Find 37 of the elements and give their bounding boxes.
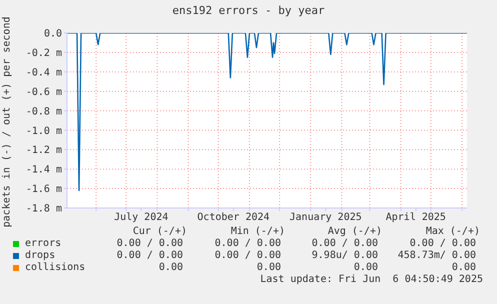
text: 0.00 (158, 262, 183, 273)
y-tick-label: -1.6 m (26, 184, 62, 196)
text: 0.00 / 0.00 (312, 238, 378, 249)
y-tick-label: -1.8 m (26, 204, 62, 215)
text: 458.73m/ 0.00 (398, 250, 476, 261)
text: 0.00 / 0.00 (116, 238, 183, 249)
x-tick-label: July 2024 (114, 212, 168, 224)
line-series (67, 33, 467, 192)
y-tick-label: -0.8 m (26, 106, 62, 118)
text: 0.00 / 0.00 (214, 238, 281, 249)
y-tick-label: 0.0 (44, 28, 62, 40)
text: Cur (-/+) (132, 226, 187, 237)
y-axis-title: packets in (-) / out (+) per second (2, 16, 12, 228)
text: Avg (-/+) (328, 226, 382, 237)
chart-title: ens192 errors - by year (171, 4, 326, 17)
text: 0.00 / 0.00 (410, 238, 476, 249)
y-tick-label: -0.6 m (26, 86, 62, 98)
y-tick-label: -1.4 m (26, 164, 62, 176)
text: Min (-/+) (230, 226, 285, 237)
x-tick-label: April 2025 (386, 212, 446, 224)
x-tick-label: January 2025 (290, 212, 362, 224)
x-tick-label: October 2024 (197, 212, 270, 224)
y-tick-label: -0.2 m (26, 48, 62, 59)
text: Max (-/+) (426, 226, 480, 237)
text: 0.00 (256, 262, 281, 273)
text: Last update: Fri Jun 6 04:50:49 2025 (260, 274, 483, 285)
legend-label: collisions (25, 262, 86, 273)
legend-label: drops (25, 250, 56, 261)
y-tick-label: -0.4 m (26, 67, 62, 78)
text: 0.00 (452, 262, 476, 273)
text: 9.98u/ 0.00 (312, 250, 378, 261)
text: 0.00 / 0.00 (214, 250, 281, 261)
text: 0.00 / 0.00 (116, 250, 183, 261)
legend-label: errors (25, 238, 62, 249)
text: 0.00 (354, 262, 378, 273)
y-tick-label: -1.2 m (26, 145, 62, 156)
y-tick-label: -1.0 m (26, 126, 62, 137)
